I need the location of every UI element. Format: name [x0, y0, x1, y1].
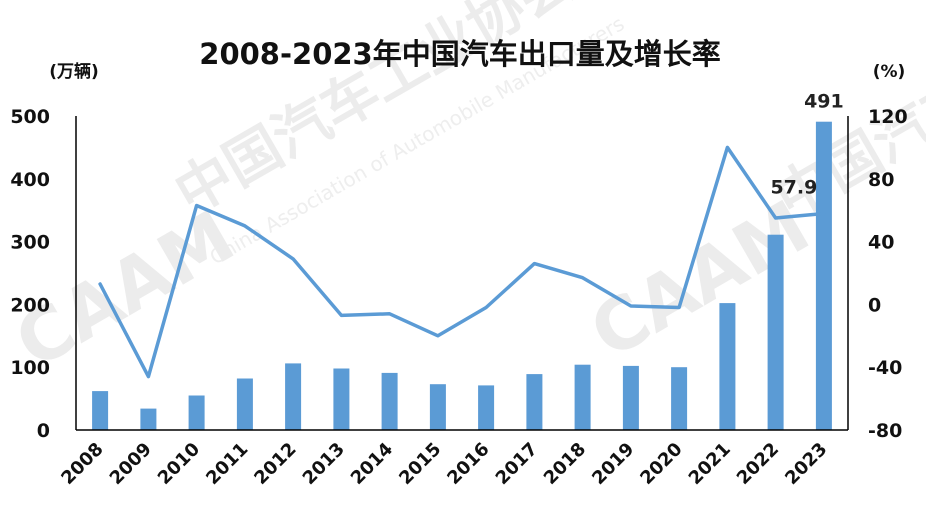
bar-2014 — [381, 372, 398, 430]
bar-2010 — [188, 395, 205, 430]
bar-2022 — [767, 234, 784, 430]
x-tick-label: 2018 — [540, 439, 590, 489]
right-tick-label: -40 — [868, 357, 902, 379]
bar-2015 — [429, 384, 446, 430]
x-tick-label: 2008 — [57, 439, 107, 489]
bar-2009 — [140, 408, 157, 430]
watermark-org-name-cn: 中国汽车工业协会 — [165, 0, 585, 227]
right-tick-label: 40 — [868, 232, 894, 254]
bar-2016 — [478, 385, 495, 430]
left-tick-label: 500 — [10, 106, 50, 128]
bar-2023 — [815, 121, 832, 430]
data-labels: 491 57.9 — [770, 91, 843, 199]
x-tick-label: 2023 — [781, 439, 831, 489]
bar-2017 — [526, 374, 543, 430]
bar-2011 — [236, 378, 253, 430]
x-tick-label: 2009 — [106, 439, 156, 489]
right-tick-label: 0 — [868, 294, 881, 316]
x-tick-label: 2020 — [636, 439, 686, 489]
bar-series — [92, 121, 832, 430]
bar-2018 — [574, 364, 591, 430]
x-tick-label: 2021 — [685, 439, 735, 489]
bar-2020 — [671, 367, 688, 430]
data-label: 491 — [804, 91, 844, 113]
data-label: 57.9 — [770, 177, 817, 199]
bar-2012 — [285, 363, 302, 430]
bar-2008 — [92, 391, 109, 430]
x-tick-label: 2017 — [492, 439, 542, 489]
right-axis-unit: (%) — [873, 62, 906, 82]
left-tick-label: 200 — [10, 294, 50, 316]
chart-title: 2008-2023年中国汽车出口量及增长率 — [199, 37, 720, 71]
right-tick-label: 80 — [868, 169, 894, 191]
x-tick-label: 2010 — [154, 439, 204, 489]
watermark-logo-left: CAAM — [2, 194, 248, 385]
bar-2019 — [622, 365, 639, 430]
x-tick-label: 2022 — [733, 439, 783, 489]
left-tick-label: 100 — [10, 357, 50, 379]
line-series — [98, 145, 826, 379]
bar-2013 — [333, 368, 350, 430]
left-tick-label: 400 — [10, 169, 50, 191]
growth-rate-line — [98, 145, 826, 379]
bar-2021 — [719, 303, 736, 430]
x-tick-label: 2016 — [443, 439, 493, 489]
x-tick-label: 2013 — [299, 439, 349, 489]
left-axis-unit: (万辆) — [49, 61, 99, 82]
x-tick-label: 2012 — [250, 439, 300, 489]
x-tick-label: 2014 — [347, 439, 397, 489]
x-tick-label: 2015 — [395, 439, 445, 489]
right-tick-label: -80 — [868, 420, 902, 442]
axes — [75, 116, 849, 431]
x-tick-label: 2019 — [588, 439, 638, 489]
left-tick-label: 300 — [10, 232, 50, 254]
x-tick-label: 2011 — [202, 439, 252, 489]
right-tick-label: 120 — [868, 106, 908, 128]
left-tick-label: 0 — [37, 420, 50, 442]
